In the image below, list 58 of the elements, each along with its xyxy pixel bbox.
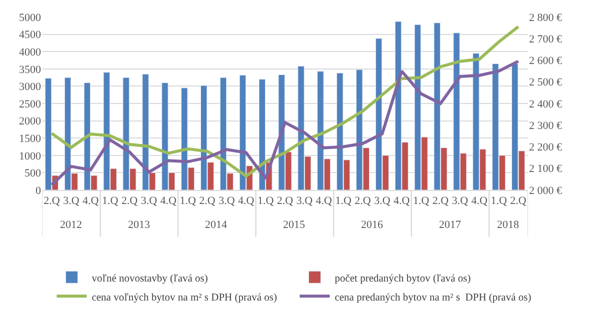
y-tick-label: 5000 [19, 12, 42, 24]
legend-label: cena predaných bytov na m² s DPH (pravá os) [334, 292, 532, 304]
y2-tick-label: 2 200 € [529, 142, 562, 154]
y2-tick-label: 2 400 € [529, 98, 562, 110]
legend-label: cena voľných bytov na m² s DPH (pravá os) [92, 292, 278, 304]
text: 2013 [128, 219, 150, 231]
y-tick-label: 2000 [19, 116, 42, 128]
y-tick-label: 4500 [19, 29, 42, 42]
text: 2016 [361, 219, 384, 231]
y2-tick-label: 2 500 € [529, 76, 562, 89]
text: 2014 [205, 219, 228, 231]
x-tick-label: 2.Q [432, 195, 449, 208]
text: 2015 [283, 219, 306, 231]
y-tick-label: 2500 [19, 98, 42, 110]
y-tick-label: 500 [24, 168, 42, 180]
y2-tick-label: 2 800 € [529, 12, 562, 24]
text: 2018 [497, 219, 520, 231]
x-tick-label: 3.Q [218, 195, 235, 208]
x-tick-label: 3.Q [296, 195, 313, 208]
y-tick-label: 4000 [19, 46, 42, 58]
y2-tick-label: 2 700 € [529, 33, 562, 46]
x-tick-label: 2.Q [276, 195, 294, 208]
text: 2012 [60, 219, 82, 231]
x-tick-label: 4.Q [160, 195, 177, 208]
x-tick-label: 3.Q [452, 195, 468, 208]
legend-label: počet predaných bytov (ľavá os) [334, 273, 472, 284]
x-tick-label: 1.Q [412, 195, 430, 208]
y2-tick-label: 2 600 € [529, 55, 562, 68]
x-tick-label: 2.Q [44, 195, 60, 208]
x-tick-label: 4.Q [316, 195, 332, 208]
y2-tick-label: 2 300 € [529, 120, 562, 132]
y-tick-label: 0 [36, 184, 42, 197]
text: 2017 [439, 219, 462, 231]
line-series [50, 60, 520, 186]
line-series [50, 25, 520, 178]
y2-tick-label: 2 000 € [529, 184, 562, 197]
x-tick-label: 4.Q [238, 195, 254, 208]
x-tick-label: 2.Q [354, 195, 371, 208]
x-tick-label: 4.Q [394, 195, 410, 208]
x-tick-label: 1.Q [335, 195, 352, 208]
y-tick-label: 3000 [19, 81, 42, 94]
x-tick-label: 4.Q [82, 195, 99, 208]
y-tick-label: 3500 [19, 64, 42, 76]
x-tick-label: 2.Q [199, 195, 216, 208]
x-tick-label: 1.Q [102, 195, 118, 208]
x-tick-label: 4.Q [471, 195, 488, 208]
x-tick-label: 3.Q [140, 195, 158, 208]
y2-tick-label: 2 100 € [529, 163, 562, 176]
x-tick-label: 1.Q [180, 195, 196, 208]
y-tick-label: 1500 [19, 132, 42, 145]
x-tick-label: 1.Q [490, 195, 507, 208]
x-tick-label: 3.Q [63, 195, 80, 208]
legend-label: voľné novostavby (ľavá os) [92, 273, 208, 284]
y-tick-label: 1000 [19, 150, 42, 162]
x-tick-label: 2.Q [121, 195, 138, 208]
x-tick-label: 1.Q [257, 195, 274, 208]
x-tick-label: 2.Q [510, 195, 526, 208]
x-tick-label: 3.Q [374, 195, 390, 208]
